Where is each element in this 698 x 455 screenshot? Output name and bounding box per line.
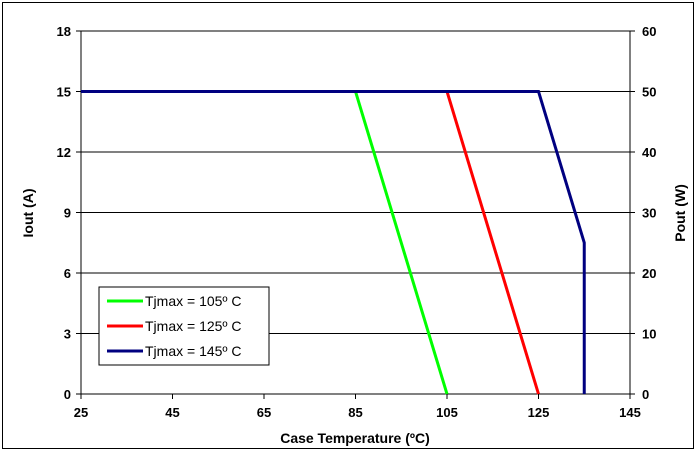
y-tick-label: 15 (57, 85, 71, 100)
y2-tick-label: 60 (642, 24, 656, 39)
y-axis-title-right: Pout (W) (672, 184, 688, 242)
y-tick-label: 12 (57, 145, 71, 160)
legend: Tjmax = 105º C Tjmax = 125º C Tjmax = 145º… (98, 286, 270, 366)
series-layer (81, 90, 586, 395)
y2-tick-label: 50 (642, 85, 656, 100)
x-tick-label: 145 (619, 405, 641, 420)
y-tick-label: 3 (64, 327, 71, 342)
y2-tick-label: 30 (642, 206, 656, 221)
x-tick-label: 65 (257, 405, 271, 420)
y-tick-label: 6 (64, 266, 71, 281)
x-tick-label: 105 (436, 405, 458, 420)
x-axis-title: Case Temperature (ºC) (280, 430, 430, 446)
derating-chart: 0 3 6 9 12 15 18 0 10 20 30 40 50 60 25 45 65 85 105 125 145… (20, 24, 688, 446)
y-tick-label: 18 (57, 24, 71, 39)
x-tick-label: 25 (74, 405, 88, 420)
legend-items: Tjmax = 105º C Tjmax = 125º C Tjmax = 145º… (107, 293, 242, 359)
legend-label: Tjmax = 105º C (145, 293, 242, 309)
y-tick-label: 9 (64, 206, 71, 221)
y2-tick-label: 40 (642, 145, 656, 160)
y2-tick-label: 20 (642, 266, 656, 281)
y2-tick-label: 0 (642, 387, 649, 402)
x-tick-label: 125 (528, 405, 550, 420)
x-tick-label: 45 (165, 405, 179, 420)
ticks-layer: 0 3 6 9 12 15 18 0 10 20 30 40 50 60 25 45 65 85 105 125 145 (57, 24, 657, 420)
chart-frame: 0 3 6 9 12 15 18 0 10 20 30 40 50 60 25 45 65 85 105 125 145… (2, 2, 694, 449)
y-tick-label: 0 (64, 387, 71, 402)
series-line-3 (81, 90, 586, 394)
legend-label: Tjmax = 145º C (145, 343, 242, 359)
x-tick-label: 85 (348, 405, 362, 420)
y2-tick-label: 10 (642, 327, 656, 342)
y-axis-title-left: Iout (A) (20, 189, 36, 238)
legend-label: Tjmax = 125º C (145, 318, 242, 334)
